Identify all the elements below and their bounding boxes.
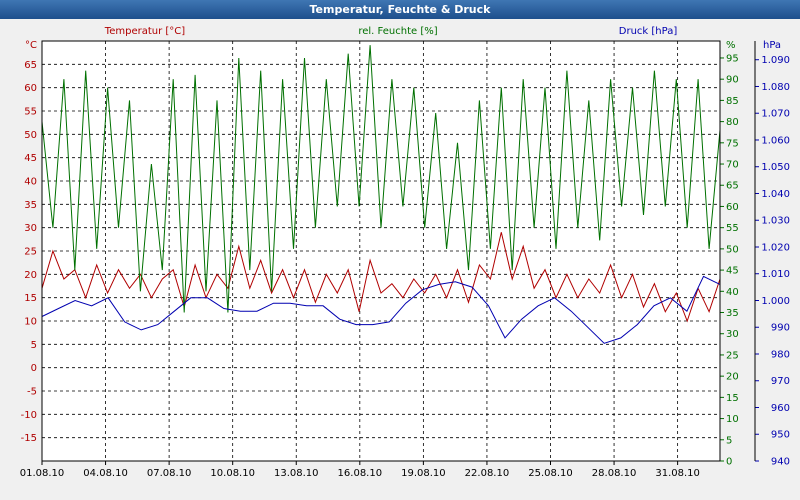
- series-line-pressure: [41, 275, 721, 344]
- pressure-unit-label: hPa: [763, 40, 781, 51]
- humidity-tick-label: 65: [726, 181, 739, 192]
- pressure-tick-label: 980: [771, 349, 790, 360]
- pressure-tick-label: 1.030: [761, 216, 790, 227]
- humidity-tick-label: 70: [726, 160, 739, 171]
- temperature-tick-label: -5: [27, 387, 37, 398]
- temperature-tick-label: 5: [31, 340, 37, 351]
- x-tick-label: 10.08.10: [210, 468, 255, 479]
- humidity-tick-label: 15: [726, 393, 739, 404]
- temperature-tick-label: 60: [24, 83, 37, 94]
- humidity-tick-label: 25: [726, 350, 739, 361]
- x-tick-label: 28.08.10: [592, 468, 637, 479]
- x-tick-label: 13.08.10: [274, 468, 319, 479]
- pressure-tick-label: 1.020: [761, 242, 790, 253]
- humidity-tick-label: 30: [726, 329, 739, 340]
- x-tick-label: 25.08.10: [528, 468, 573, 479]
- humidity-tick-label: 50: [726, 244, 739, 255]
- x-tick-label: 22.08.10: [465, 468, 510, 479]
- window-title: Temperatur, Feuchte & Druck: [0, 0, 800, 19]
- humidity-tick-label: 0: [726, 457, 732, 468]
- temperature-tick-label: 35: [24, 200, 37, 211]
- pressure-tick-label: 1.060: [761, 135, 790, 146]
- humidity-tick-label: 85: [726, 96, 739, 107]
- series-line-humidity: [41, 45, 721, 313]
- temperature-unit-label: °C: [25, 40, 37, 51]
- x-axis: 01.08.10 04.08.10 07.08.10 10.08.10 13.08.10…: [20, 461, 700, 479]
- legend: Temperatur [°C] rel. Feuchte [%] Druck [hP…: [104, 26, 678, 37]
- legend-humidity: rel. Feuchte [%]: [358, 26, 437, 37]
- pressure-tick-label: 1.070: [761, 109, 790, 120]
- legend-temperature: Temperatur [°C]: [104, 26, 185, 37]
- pressure-tick-label: 1.090: [761, 55, 790, 66]
- series-lines: [41, 45, 721, 344]
- humidity-tick-label: 5: [726, 435, 732, 446]
- pressure-tick-label: 1.000: [761, 296, 790, 307]
- humidity-tick-label: 60: [726, 202, 739, 213]
- temperature-tick-label: 50: [24, 130, 37, 141]
- x-tick-label: 04.08.10: [83, 468, 128, 479]
- temperature-tick-label: -15: [21, 433, 37, 444]
- temperature-tick-label: 40: [24, 177, 37, 188]
- pressure-tick-label: 970: [771, 376, 790, 387]
- temperature-tick-label: 0: [31, 363, 37, 374]
- temperature-tick-label: 55: [24, 107, 37, 118]
- temperature-tick-label: 30: [24, 223, 37, 234]
- temperature-tick-label: -10: [21, 410, 37, 421]
- x-tick-label: 19.08.10: [401, 468, 446, 479]
- humidity-tick-label: 55: [726, 223, 739, 234]
- humidity-tick-label: 10: [726, 414, 739, 425]
- pressure-tick-label: 1.010: [761, 269, 790, 280]
- pressure-tick-label: 940: [771, 457, 790, 468]
- humidity-tick-label: 95: [726, 53, 739, 64]
- pressure-tick-label: 1.040: [761, 189, 790, 200]
- temperature-tick-label: 25: [24, 247, 37, 258]
- temperature-tick-label: 15: [24, 293, 37, 304]
- x-tick-label: 16.08.10: [338, 468, 383, 479]
- series-line-temperature: [41, 232, 721, 323]
- temperature-tick-label: 65: [24, 60, 37, 71]
- humidity-tick-label: 35: [726, 308, 739, 319]
- humidity-tick-label: 90: [726, 75, 739, 86]
- humidity-unit-label: %: [726, 40, 736, 51]
- pressure-tick-label: 1.050: [761, 162, 790, 173]
- temperature-tick-label: 20: [24, 270, 37, 281]
- humidity-tick-label: 20: [726, 372, 739, 383]
- pressure-tick-label: 950: [771, 430, 790, 441]
- pressure-tick-label: 990: [771, 323, 790, 334]
- humidity-tick-label: 75: [726, 138, 739, 149]
- x-tick-label: 31.08.10: [655, 468, 700, 479]
- humidity-tick-label: 40: [726, 287, 739, 298]
- humidity-tick-label: 80: [726, 117, 739, 128]
- legend-pressure: Druck [hPa]: [619, 26, 678, 37]
- humidity-tick-label: 45: [726, 266, 739, 277]
- temperature-tick-label: 45: [24, 153, 37, 164]
- x-tick-label: 01.08.10: [20, 468, 65, 479]
- pressure-tick-label: 960: [771, 403, 790, 414]
- temperature-tick-label: 10: [24, 317, 37, 328]
- pressure-axis: 1.090 1.080 1.070 1.060 1.050 1.040 1.030 1.020…: [755, 40, 790, 468]
- pressure-tick-label: 1.080: [761, 82, 790, 93]
- x-tick-label: 07.08.10: [147, 468, 192, 479]
